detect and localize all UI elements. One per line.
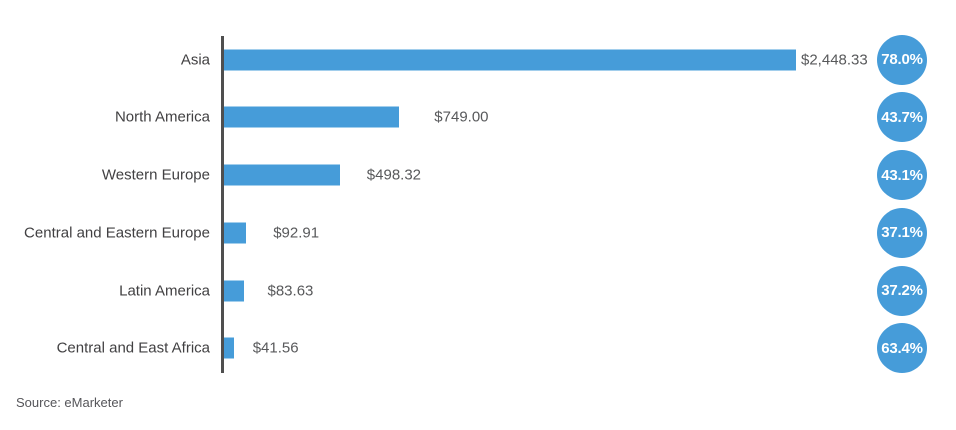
bar[interactable] (224, 106, 399, 128)
percent-label: 78.0% (881, 51, 923, 68)
percent-label: 37.1% (881, 224, 923, 242)
category-label: Central and East Africa (56, 339, 210, 357)
y-axis-line (221, 36, 224, 373)
bar-row: North America $749.00 43.7% (0, 88, 956, 146)
percent-badge[interactable]: 37.2% (877, 265, 927, 316)
bar-row: Central and Eastern Europe $92.91 37.1% (0, 204, 956, 262)
category-label: Western Europe (101, 166, 210, 184)
category-label: Asia (180, 51, 210, 68)
bar-row: Latin America $83.63 37.2% (0, 262, 956, 320)
category-label: Latin America (119, 282, 210, 299)
bar[interactable] (224, 222, 246, 244)
bar-row: Western Europe $498.32 43.1% (0, 146, 956, 204)
percent-label: 37.2% (881, 282, 923, 299)
category-label: North America (114, 108, 210, 126)
source-note: Source: eMarketer (16, 395, 123, 410)
value-label: $83.63 (267, 282, 314, 299)
percent-badge[interactable]: 78.0% (877, 34, 927, 85)
bar[interactable] (224, 337, 234, 359)
value-label: $2,448.33 (801, 51, 868, 68)
value-label: $749.00 (434, 108, 489, 126)
bar[interactable] (224, 49, 796, 70)
percent-label: 43.7% (881, 108, 923, 126)
percent-badge[interactable]: 37.1% (877, 207, 927, 258)
value-label: $92.91 (273, 224, 320, 242)
percent-label: 63.4% (881, 339, 923, 357)
category-label: Central and Eastern Europe (24, 224, 210, 242)
percent-badge[interactable]: 43.7% (877, 92, 927, 143)
bar-row: Asia $2,448.33 78.0% (0, 31, 956, 89)
percent-label: 43.1% (881, 166, 923, 184)
percent-badge[interactable]: 63.4% (877, 323, 927, 374)
bar[interactable] (224, 164, 341, 186)
value-label: $498.32 (366, 166, 422, 184)
percent-badge[interactable]: 43.1% (877, 150, 927, 200)
bar[interactable] (224, 280, 244, 301)
value-label: $41.56 (252, 339, 299, 357)
bar-row: Central and East Africa $41.56 63.4% (0, 319, 956, 377)
